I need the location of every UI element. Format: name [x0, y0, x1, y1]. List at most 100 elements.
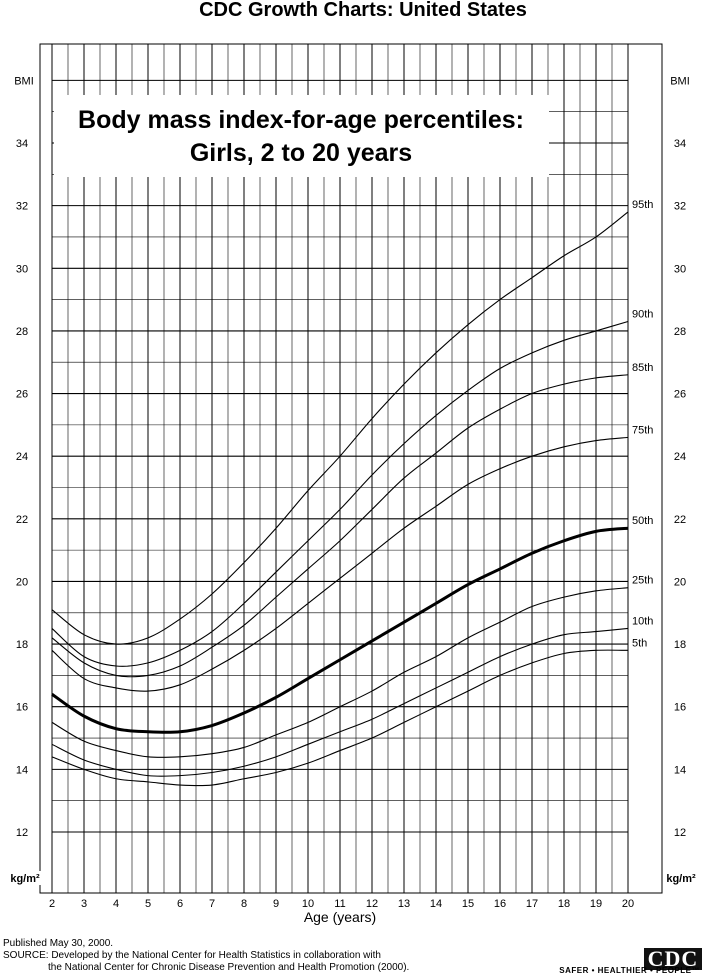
y-tick-label-right: 20 [674, 576, 686, 588]
percentile-label-10th: 10th [632, 615, 653, 627]
y-tick-label-right: 14 [674, 764, 686, 776]
x-tick-label: 4 [113, 898, 119, 910]
y-tick-label-right: 28 [674, 326, 686, 338]
y-tick-label-left-bg [13, 323, 31, 338]
y-tick-label-left: 12 [16, 827, 28, 839]
y-tick-label-right: 34 [674, 138, 686, 150]
x-tick-label: 2 [49, 898, 55, 910]
x-tick-label: 13 [398, 898, 410, 910]
x-tick-label: 19 [590, 898, 602, 910]
source-note: SOURCE: Developed by the National Center… [3, 950, 381, 961]
y-tick-label-left-bg [13, 261, 31, 276]
percentile-label-90th: 90th [632, 309, 653, 321]
y-tick-label-right-bg [671, 449, 689, 464]
y-axis-name-left: BMI [14, 76, 34, 88]
y-tick-label-left: 16 [16, 702, 28, 714]
x-tick-label: 15 [462, 898, 474, 910]
chart-title-line-2: Girls, 2 to 20 years [190, 139, 412, 167]
percentile-label-layer: 95th 90th 85th 75th 50th 25th 10th 5th [631, 198, 657, 650]
x-axis-title: Age (years) [304, 909, 376, 925]
percentile-label-25th: 25th [632, 575, 653, 587]
x-tick-label: 5 [145, 898, 151, 910]
source-note-continued: the National Center for Chronic Disease … [48, 962, 410, 973]
y-tick-label-right: 30 [674, 263, 686, 275]
y-tick-label-left: 30 [16, 263, 28, 275]
percentile-label-bg-5th [631, 637, 657, 650]
y-tick-label-right-bg [671, 511, 689, 526]
y-tick-label-left-bg [13, 699, 31, 714]
percentile-curve-95th [51, 211, 629, 645]
y-tick-label-left: 26 [16, 389, 28, 401]
x-tick-label: 9 [273, 898, 279, 910]
x-tick-label: 14 [430, 898, 442, 910]
y-unit-label-left: kg/m² [10, 873, 40, 885]
y-tick-label-right: 32 [674, 201, 686, 213]
percentile-curve-85th [51, 374, 629, 678]
y-tick-label-left: 24 [16, 451, 28, 463]
percentile-curve-10th [51, 627, 629, 777]
y-tick-label-left: 14 [16, 764, 28, 776]
cdc-tagline: SAFER • HEALTHIER • PEOPLE™ [559, 966, 700, 975]
y-tick-label-left-bg [13, 136, 31, 150]
x-tick-label: 6 [177, 898, 183, 910]
percentile-label-85th: 85th [632, 362, 653, 374]
y-unit-label-left-bg [8, 871, 42, 885]
y-tick-label-left-bg [13, 825, 31, 839]
y-tick-label-right: 16 [674, 702, 686, 714]
x-tick-label: 18 [558, 898, 570, 910]
percentile-label-bg-25th [631, 574, 657, 587]
plot-frame [39, 43, 663, 894]
y-tick-label-left-bg [13, 637, 31, 652]
y-tick-label-left-bg [13, 386, 31, 401]
cdc-logo: CDC [644, 948, 702, 970]
percentile-curve-25th [51, 587, 629, 758]
page-header: CDC Growth Charts: United States [199, 0, 527, 21]
y-tick-label-left-bg [13, 511, 31, 526]
percentile-series-layer [51, 211, 629, 787]
x-tick-label: 8 [241, 898, 247, 910]
y-tick-label-right-bg [671, 198, 689, 213]
x-tick-label: 17 [526, 898, 538, 910]
y-tick-label-left-bg [13, 449, 31, 464]
y-tick-label-left: 18 [16, 639, 28, 651]
percentile-label-bg-10th [631, 615, 657, 628]
title-box [54, 95, 549, 177]
percentile-label-bg-95th [631, 198, 657, 211]
y-tick-label-left: 22 [16, 514, 28, 526]
y-tick-label-left: 32 [16, 201, 28, 213]
y-tick-label-left: 34 [16, 138, 28, 150]
x-tick-label: 12 [366, 898, 378, 910]
x-tick-label: 20 [622, 898, 634, 910]
percentile-label-5th: 5th [632, 637, 647, 649]
y-axis-name-right: BMI [670, 76, 690, 88]
chart-title-line-1: Body mass index-for-age percentiles: [78, 106, 524, 134]
percentile-label-75th: 75th [632, 424, 653, 436]
y-tick-label-right-bg [671, 386, 689, 401]
percentile-curve-50th [51, 526, 629, 734]
y-axis-name-left-bg [12, 73, 36, 88]
published-note: Published May 30, 2000. [3, 938, 114, 949]
y-tick-label-right-bg [671, 699, 689, 714]
x-tick-label: 3 [81, 898, 87, 910]
y-axis-name-right-bg [668, 73, 692, 88]
x-tick-label: 16 [494, 898, 506, 910]
x-tick-label: 7 [209, 898, 215, 910]
y-tick-label-left-bg [13, 198, 31, 213]
y-unit-label-right: kg/m² [666, 873, 696, 885]
percentile-label-50th: 50th [632, 515, 653, 527]
percentile-curve-75th [51, 436, 629, 692]
y-tick-label-left-bg [13, 574, 31, 589]
y-tick-label-right-bg [671, 762, 689, 777]
percentile-label-bg-50th [631, 515, 657, 528]
y-tick-label-right-bg [671, 323, 689, 338]
percentile-label-95th: 95th [632, 199, 653, 211]
percentile-label-bg-75th [631, 424, 657, 437]
percentile-label-bg-85th [631, 361, 657, 374]
y-tick-label-right-bg [671, 574, 689, 589]
y-tick-label-right: 22 [674, 514, 686, 526]
y-tick-label-left: 20 [16, 576, 28, 588]
y-tick-label-right-bg [671, 136, 689, 150]
